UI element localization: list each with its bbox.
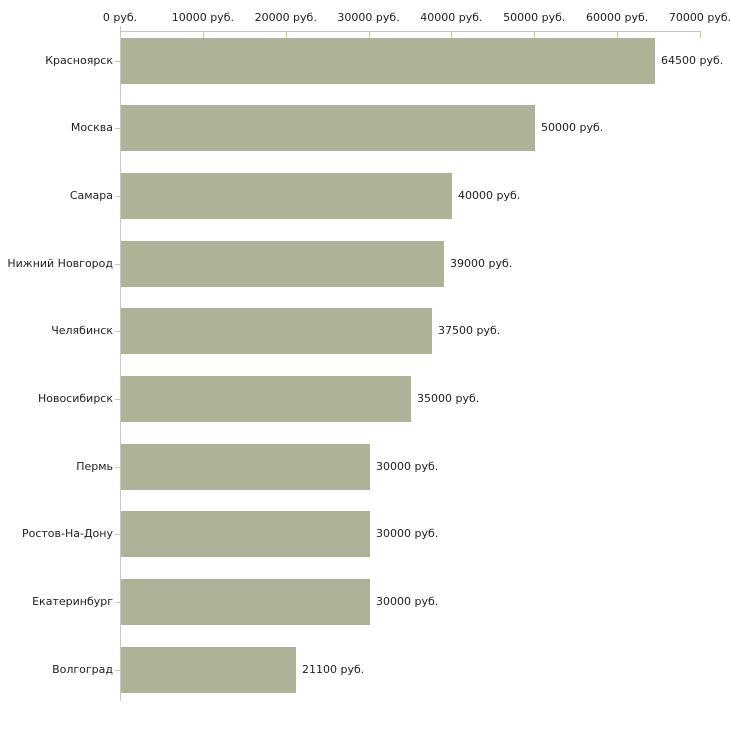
value-label: 30000 руб. [376,460,439,473]
category-label: Екатеринбург [32,595,113,608]
x-axis-tick [451,32,453,38]
bar [121,308,432,354]
x-axis-tick [617,32,619,38]
category-label: Ростов-На-Дону [21,527,113,540]
category-label: Пермь [76,460,113,473]
y-axis-line [120,26,121,701]
x-tick-label: 50000 руб. [503,11,566,24]
x-tick-label: 10000 руб. [171,11,234,24]
value-label: 39000 руб. [450,257,513,270]
y-axis-tick [115,467,120,468]
x-tick-label: 30000 руб. [337,11,400,24]
bar [121,444,370,490]
value-label: 64500 руб. [661,54,724,67]
x-tick-label: 0 руб. [102,11,138,24]
y-axis-tick [115,331,120,332]
y-axis-tick [115,61,120,62]
bar [121,241,444,287]
category-label: Самара [69,189,113,202]
y-axis-tick [115,670,120,671]
category-label: Волгоград [52,663,113,676]
value-label: 30000 руб. [376,527,439,540]
x-tick-label: 70000 руб. [668,11,730,24]
category-label: Москва [70,121,113,134]
value-label: 35000 руб. [417,392,480,405]
y-axis-tick [115,196,120,197]
y-axis-tick [115,128,120,129]
x-axis-tick [368,32,370,38]
bar [121,105,535,151]
x-axis-tick [534,32,536,38]
y-axis-tick [115,399,120,400]
category-label: Новосибирск [37,392,113,405]
y-axis-tick [115,264,120,265]
x-tick-label: 20000 руб. [254,11,317,24]
x-axis-tick [120,32,121,38]
value-label: 50000 руб. [541,121,604,134]
bar [121,376,411,422]
value-label: 30000 руб. [376,595,439,608]
x-tick-label: 60000 руб. [586,11,649,24]
value-label: 40000 руб. [458,189,521,202]
x-tick-label: 40000 руб. [420,11,483,24]
bar [121,579,370,625]
y-axis-tick [115,534,120,535]
category-label: Челябинск [51,324,113,337]
y-axis-tick [115,602,120,603]
bar [121,511,370,557]
bar [121,38,655,84]
value-label: 21100 руб. [302,663,365,676]
value-label: 37500 руб. [438,324,501,337]
category-label: Нижний Новгород [7,257,113,270]
category-label: Красноярск [45,54,113,67]
x-axis-tick [700,32,701,38]
x-axis-tick [202,32,204,38]
bar [121,647,296,693]
x-axis-line [120,31,701,32]
x-axis-tick [285,32,287,38]
bar [121,173,452,219]
